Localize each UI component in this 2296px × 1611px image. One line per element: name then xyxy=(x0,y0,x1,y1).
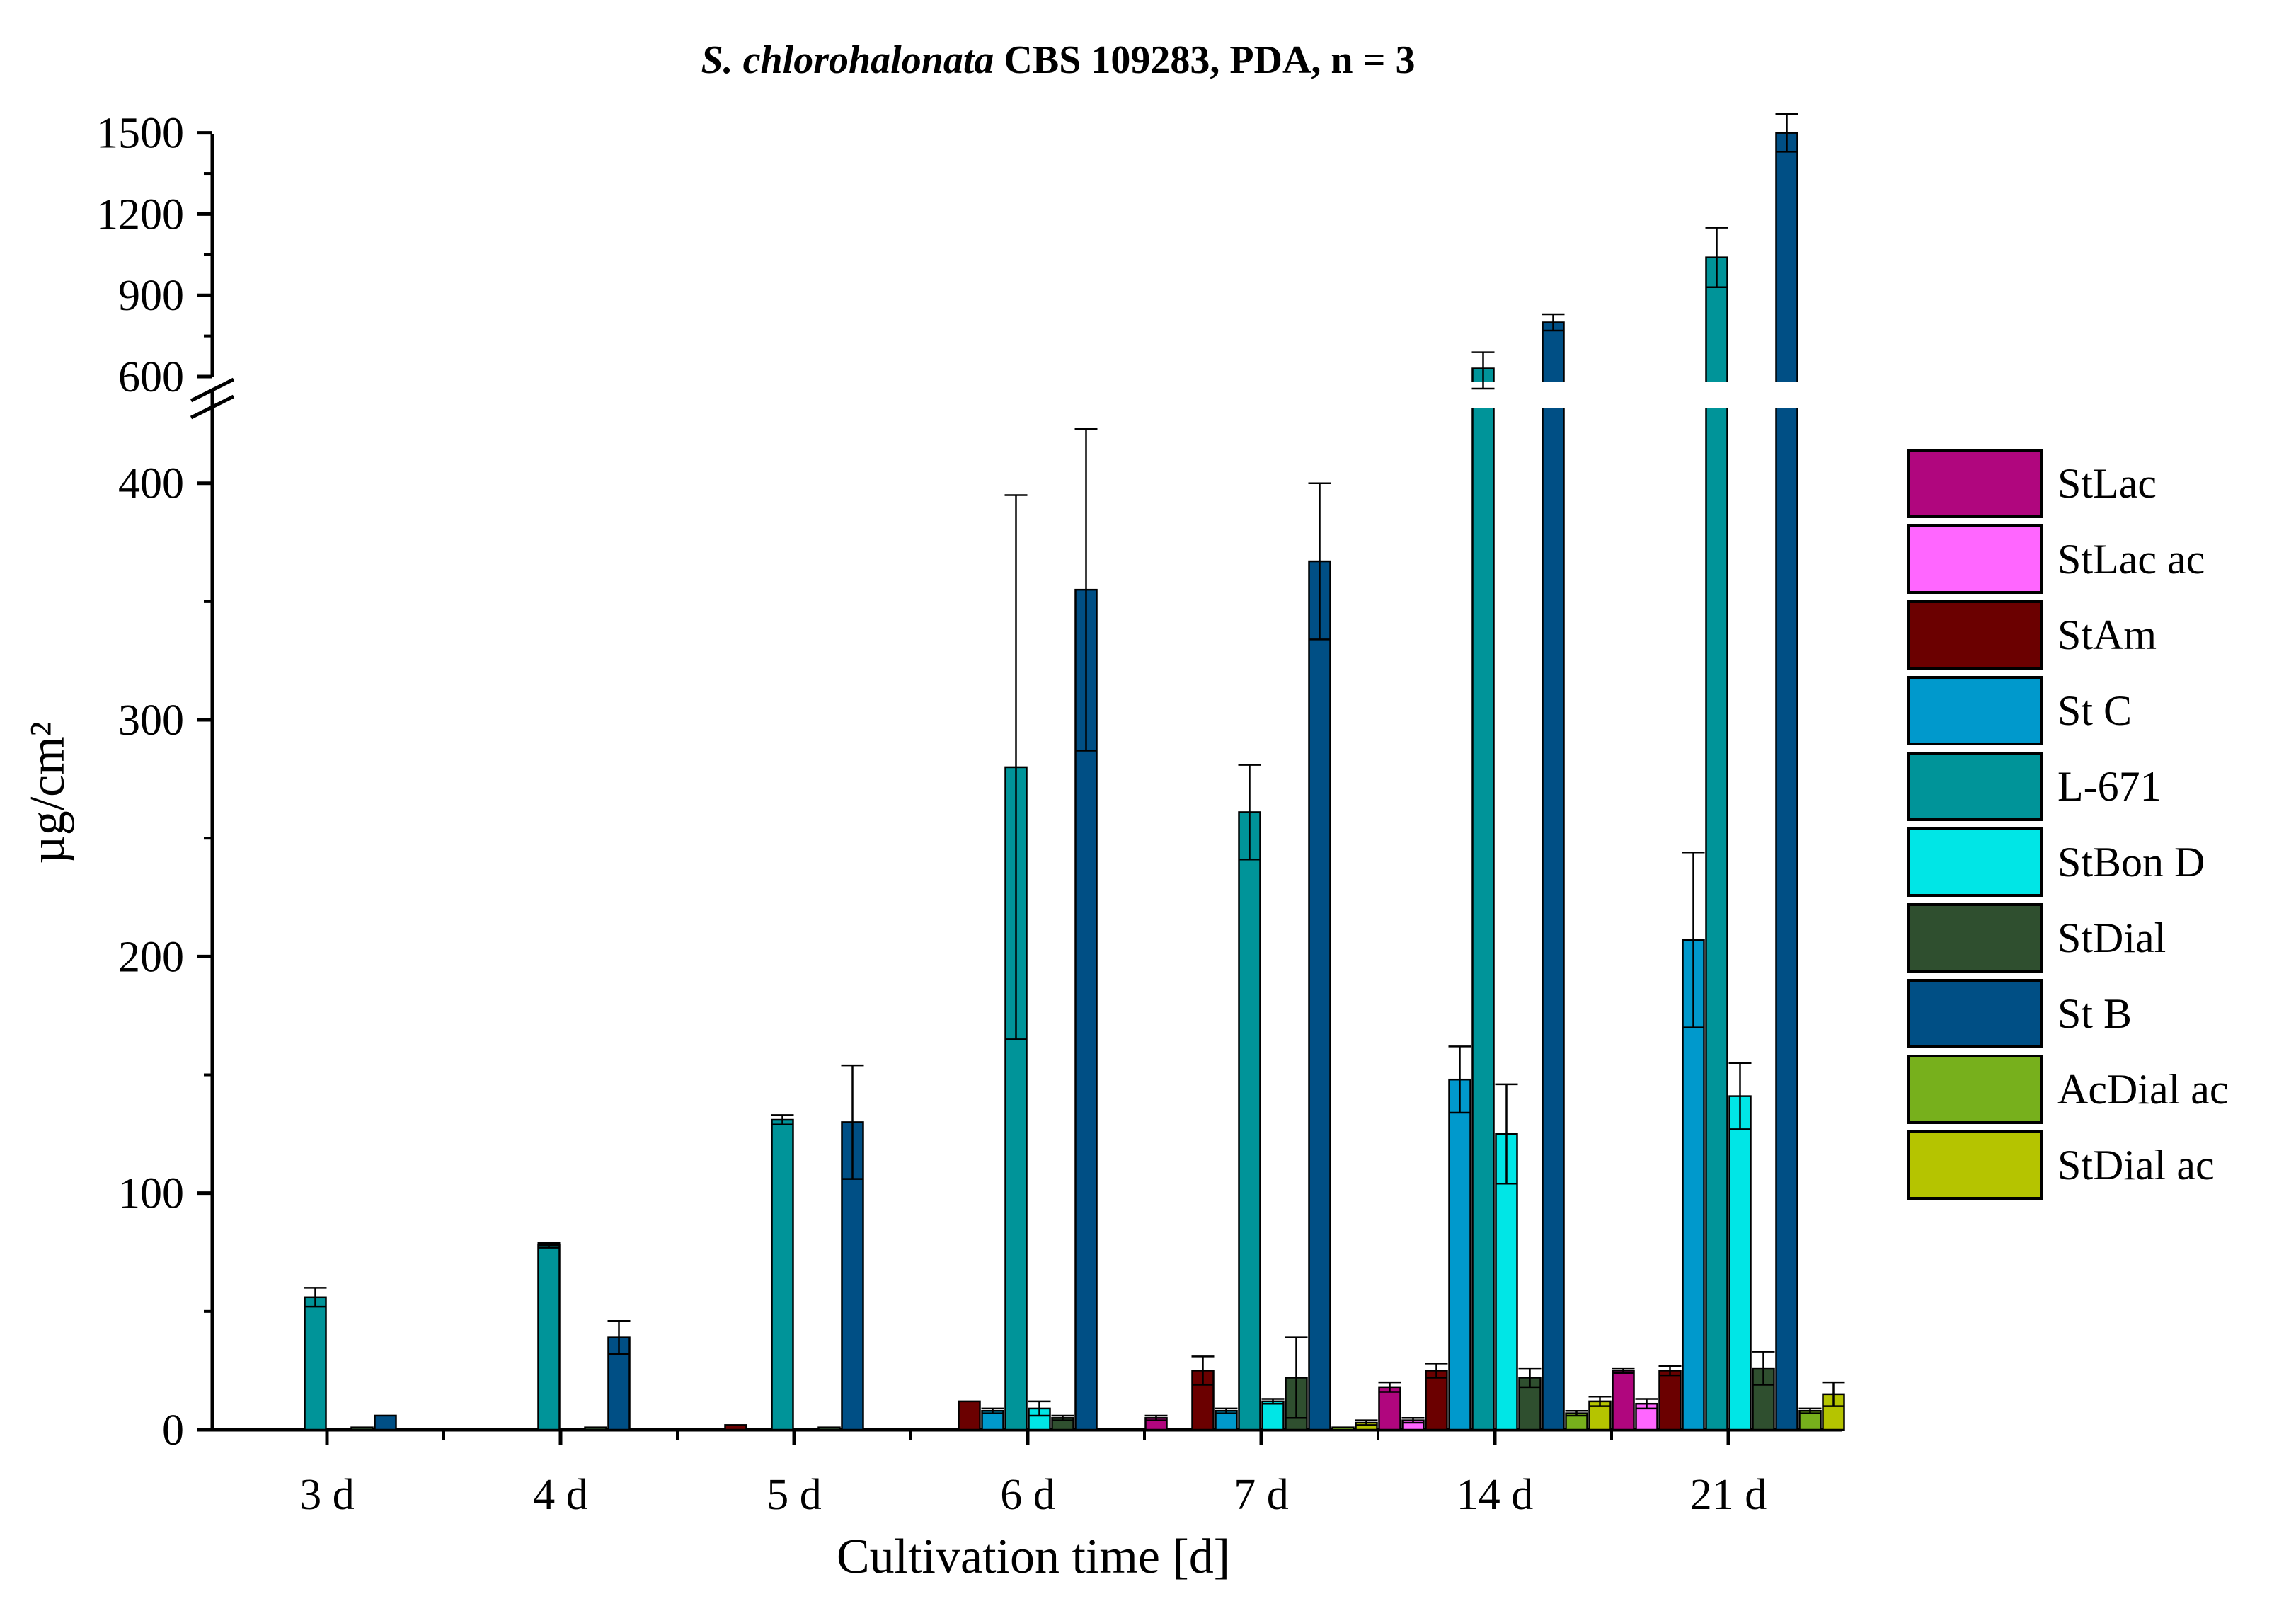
legend-label: StLac ac xyxy=(2057,536,2205,583)
y-tick-label: 400 xyxy=(118,460,184,508)
x-tick-label: 21 d xyxy=(1690,1471,1767,1519)
bar xyxy=(1308,560,1331,1431)
legend-label: St C xyxy=(2057,687,2132,734)
legend-swatch xyxy=(1907,600,2043,670)
y-tick-label: 600 xyxy=(118,353,184,401)
y-tick-label: 200 xyxy=(118,933,184,981)
y-tick-label: 1200 xyxy=(96,190,184,239)
legend-swatch xyxy=(1907,449,2043,518)
bar xyxy=(1542,321,1565,1431)
bar xyxy=(1261,1400,1285,1431)
legend-swatch xyxy=(1907,1055,2043,1124)
y-tick-label: 900 xyxy=(118,272,184,320)
y-tick-label: 300 xyxy=(118,696,184,745)
bar xyxy=(1728,1095,1752,1431)
legend-label: L-671 xyxy=(2057,763,2162,810)
chart-title: S. chlorohalonata CBS 109283, PDA, n = 3 xyxy=(701,38,1416,82)
legend-swatch xyxy=(1907,524,2043,594)
plot-area: 0 100 200 300 400 600 900 1200 1500 3 d 4 d 5 d 6 d 7… xyxy=(96,110,1845,1519)
legend-label: StBon D xyxy=(2057,839,2205,885)
bar xyxy=(1004,766,1028,1431)
bar xyxy=(1705,256,1728,1431)
legend-swatch xyxy=(1907,827,2043,897)
legend-swatch xyxy=(1907,979,2043,1048)
x-tick-label: 7 d xyxy=(1234,1471,1289,1519)
bar xyxy=(1448,1078,1471,1431)
bar-break-gap xyxy=(1704,382,1730,408)
y-tick-label: 0 xyxy=(162,1406,184,1455)
bar xyxy=(350,1426,374,1431)
bar xyxy=(817,1426,841,1431)
bar xyxy=(1331,1426,1355,1431)
legend-swatch xyxy=(1907,676,2043,745)
bar xyxy=(771,1118,794,1431)
bar xyxy=(1822,1393,1845,1431)
bar xyxy=(374,1414,397,1431)
y-tick-label: 1500 xyxy=(96,110,184,158)
legend-swatch xyxy=(1907,903,2043,973)
bar-break-gap xyxy=(1774,382,1800,408)
chart-title-species: S. chlorohalonata xyxy=(701,38,994,82)
legend-swatch xyxy=(1907,752,2043,821)
legend-label: StDial xyxy=(2057,915,2166,961)
x-axis-label: Cultivation time [d] xyxy=(837,1530,1230,1584)
bar xyxy=(1612,1370,1635,1431)
x-tick-label: 14 d xyxy=(1457,1471,1534,1519)
bar xyxy=(724,1424,747,1431)
axis-break-mark xyxy=(190,394,235,420)
legend-label: StLac xyxy=(2057,460,2157,507)
x-tick-label: 5 d xyxy=(767,1471,822,1519)
legend-label: StDial ac xyxy=(2057,1142,2215,1188)
legend-swatch xyxy=(1907,1130,2043,1200)
bar xyxy=(1425,1370,1448,1431)
x-tick-label: 4 d xyxy=(533,1471,588,1519)
bar xyxy=(1378,1386,1401,1431)
bar xyxy=(1238,811,1261,1431)
bar xyxy=(1471,367,1495,1431)
legend-label: St B xyxy=(2057,990,2132,1037)
bar xyxy=(537,1244,561,1431)
x-tick-label: 6 d xyxy=(1000,1471,1055,1519)
bar xyxy=(1775,132,1798,1431)
chart-title-strain: CBS 109283, PDA, n = 3 xyxy=(994,38,1415,82)
axis-break-mark xyxy=(190,377,235,403)
bar-break-gap xyxy=(1540,382,1566,408)
bar xyxy=(1658,1370,1682,1431)
legend: StLac StLac ac StAm St C L-671 StBon D StDial S… xyxy=(1907,449,2229,1200)
bar xyxy=(584,1426,607,1431)
x-tick-label: 3 d xyxy=(299,1471,355,1519)
bar xyxy=(304,1296,327,1431)
legend-label: AcDial ac xyxy=(2057,1066,2229,1113)
y-axis-label: µg/cm² xyxy=(21,721,75,864)
y-tick-label: 100 xyxy=(118,1170,184,1218)
legend-label: StAm xyxy=(2057,612,2157,658)
bar xyxy=(958,1400,981,1431)
